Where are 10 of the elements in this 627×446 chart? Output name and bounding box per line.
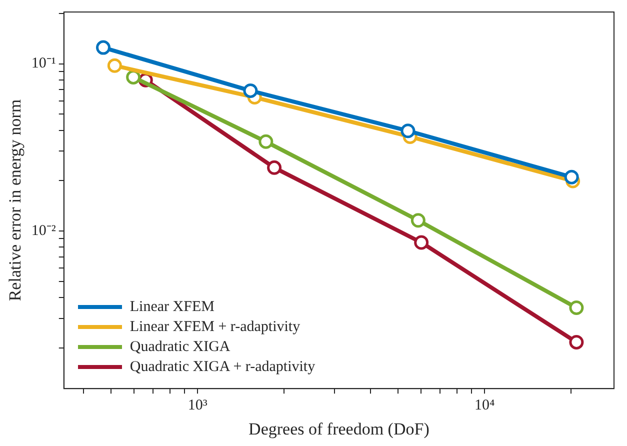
legend-label: Linear XFEM + r-adaptivity [130, 318, 300, 337]
x-axis-title: Degrees of freedom (DoF) [248, 419, 430, 438]
y-axis-title: Relative error in energy norm [6, 99, 25, 302]
legend-label: Quadratic XIGA + r-adaptivity [130, 358, 316, 377]
y-tick-label: 10⁻¹ [31, 56, 56, 72]
y-tick-label: 10⁻² [31, 222, 56, 239]
legend-label: Quadratic XIGA [130, 338, 230, 357]
x-tick-label: 10³ [188, 398, 208, 414]
legend-label: Linear XFEM [130, 298, 214, 317]
x-tick-label: 10⁴ [474, 398, 495, 414]
